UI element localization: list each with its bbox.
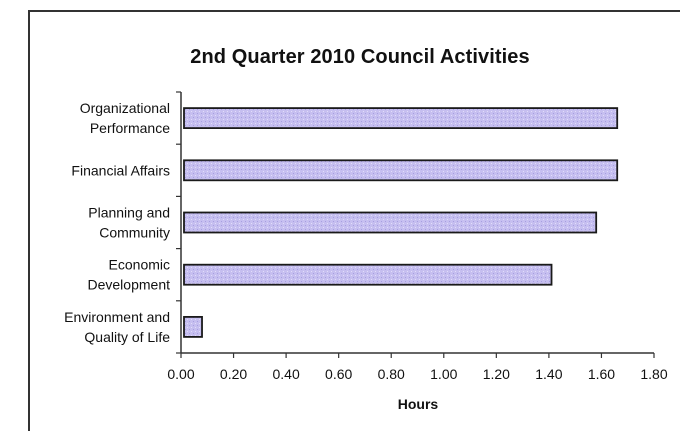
category-label: Planning and — [88, 205, 170, 221]
x-tick-label: 0.20 — [220, 366, 247, 382]
category-label: Economic — [109, 257, 170, 273]
bar — [183, 159, 619, 182]
x-tick-label: 0.80 — [378, 366, 405, 382]
x-tick-label: 1.40 — [535, 366, 562, 382]
bar — [183, 107, 619, 129]
bar — [183, 263, 553, 286]
x-tick-label: 1.80 — [640, 366, 667, 382]
category-label: Performance — [90, 120, 170, 136]
bar — [183, 315, 203, 338]
x-tick-label: 0.60 — [325, 366, 352, 382]
category-label: Development — [88, 277, 171, 293]
x-tick-label: 0.00 — [167, 366, 194, 382]
x-tick-label: 1.20 — [483, 366, 510, 382]
bar — [183, 211, 598, 234]
category-label: Community — [99, 225, 170, 241]
x-tick-label: 1.00 — [430, 366, 457, 382]
category-label: Environment and — [64, 309, 170, 325]
chart-frame — [28, 10, 680, 431]
category-label: Quality of Life — [84, 329, 170, 345]
chart-title: 2nd Quarter 2010 Council Activities — [190, 46, 530, 68]
x-tick-label: 0.40 — [272, 366, 299, 382]
x-axis-label: Hours — [397, 396, 439, 412]
category-label: Financial Affairs — [71, 162, 170, 178]
x-tick-label: 1.60 — [588, 366, 615, 382]
category-label: Organizational — [80, 100, 170, 116]
